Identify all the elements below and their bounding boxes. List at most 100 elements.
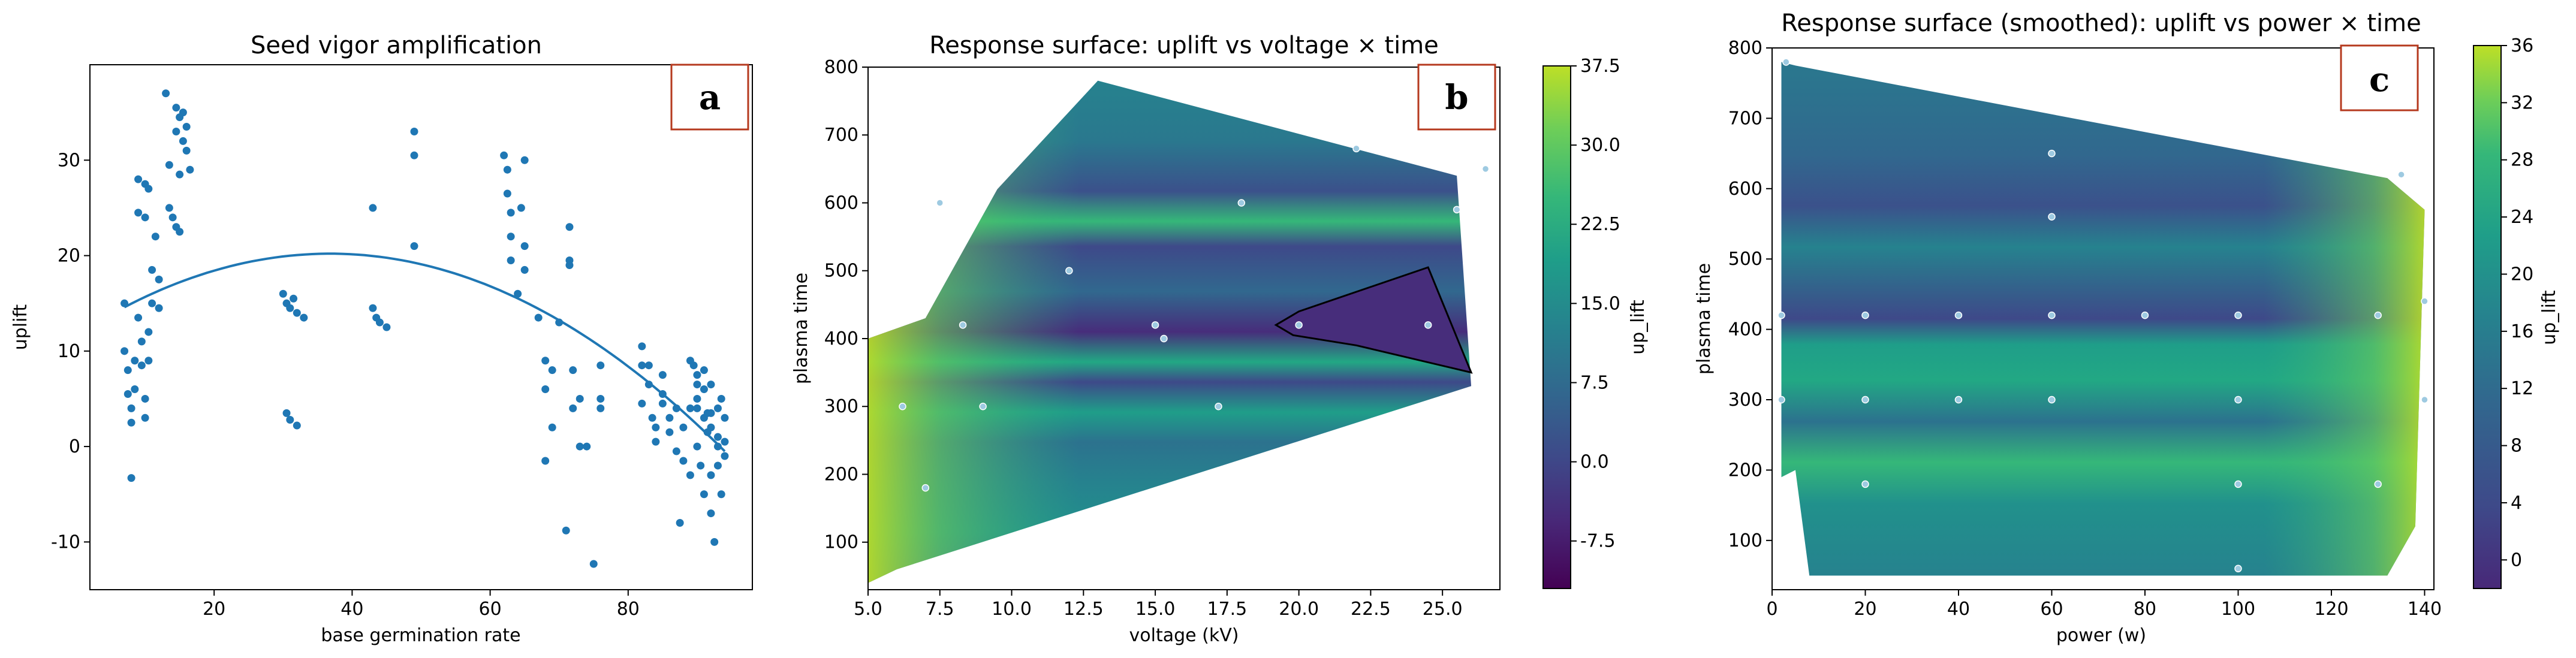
- panel-b-x-ticks: 5.0 7.5 10.0 12.5 15.0 17.5 20.0 22.5 25.0: [854, 590, 1463, 620]
- scatter-point: [534, 313, 543, 322]
- panel-c-x-tick-label: 120: [2314, 599, 2348, 620]
- scatter-point: [589, 560, 598, 568]
- sample-point: [1065, 267, 1073, 274]
- scatter-point: [652, 423, 660, 431]
- scatter-point: [665, 413, 674, 422]
- sample-point: [2048, 149, 2056, 158]
- panel-c-x-tick-label: 80: [2134, 599, 2156, 620]
- panel-c-colorbar-label: up_lift: [2539, 290, 2560, 345]
- scatter-point: [576, 442, 584, 451]
- scatter-point: [707, 471, 715, 479]
- panel-c-y-tick-label: 200: [1728, 460, 1762, 481]
- scatter-point: [520, 265, 529, 274]
- panel-b-y-tick-label: 500: [824, 261, 858, 282]
- scatter-point: [127, 418, 135, 427]
- scatter-point: [676, 519, 684, 527]
- panel-b-x-tick-label: 22.5: [1351, 599, 1391, 620]
- scatter-point: [148, 299, 156, 307]
- scatter-point: [151, 233, 159, 241]
- scatter-point: [721, 437, 729, 446]
- panel-b-sample-points: [899, 144, 1490, 492]
- scatter-point: [286, 415, 294, 424]
- sample-point: [1352, 144, 1360, 153]
- colorbar-tick-label: 15.0: [1580, 293, 1620, 314]
- panel-b-y-tick-label: 200: [824, 464, 858, 485]
- panel-a-y-tick-label: 30: [58, 150, 80, 171]
- scatter-point: [565, 261, 574, 269]
- scatter-point: [141, 394, 149, 403]
- scatter-point: [165, 204, 173, 212]
- scatter-point: [375, 318, 384, 327]
- scatter-point: [500, 151, 508, 159]
- panel-b-contour-region: [1274, 266, 1473, 374]
- scatter-point: [293, 421, 301, 430]
- panel-b-x-tick-label: 15.0: [1135, 599, 1176, 620]
- scatter-point: [293, 309, 301, 317]
- scatter-point: [665, 428, 674, 436]
- panel-c-y-tick-label: 700: [1728, 108, 1762, 129]
- scatter-point: [710, 538, 719, 546]
- scatter-point: [286, 304, 294, 312]
- panel-b-y-ticks: 100 200 300 400 500 600 700 800: [824, 57, 868, 553]
- scatter-point: [172, 127, 180, 135]
- scatter-point: [693, 371, 701, 379]
- panel-c-badge: c: [2369, 60, 2390, 99]
- scatter-point: [721, 413, 729, 422]
- scatter-point: [652, 437, 660, 446]
- panel-a-y-tick-label: 0: [69, 436, 80, 457]
- scatter-point: [134, 175, 143, 183]
- panel-c-x-tick-label: 60: [2040, 599, 2063, 620]
- scatter-point: [131, 357, 139, 365]
- scatter-point: [179, 108, 187, 117]
- scatter-point: [172, 104, 180, 112]
- scatter-point: [721, 452, 729, 460]
- sample-point: [1777, 311, 1785, 319]
- scatter-point: [658, 371, 667, 379]
- scatter-point: [638, 399, 646, 408]
- scatter-point: [179, 137, 187, 145]
- colorbar-tick-label: 12: [2511, 378, 2533, 399]
- scatter-point: [134, 209, 143, 217]
- colorbar-tick-label: 16: [2511, 321, 2533, 342]
- scatter-point: [410, 127, 418, 135]
- sample-point: [1861, 311, 1869, 319]
- panel-c-x-tick-label: 100: [2221, 599, 2255, 620]
- colorbar-tick-label: 32: [2511, 92, 2533, 113]
- scatter-point: [713, 433, 722, 441]
- scatter-point: [707, 423, 715, 431]
- sample-point: [979, 402, 987, 411]
- panel-b-y-tick-label: 700: [824, 125, 858, 146]
- scatter-point: [658, 399, 667, 408]
- panel-c-y-tick-label: 800: [1728, 38, 1762, 59]
- scatter-point: [689, 361, 698, 370]
- panel-a-xlabel: base germination rate: [321, 625, 520, 646]
- scatter-point: [565, 223, 574, 231]
- scatter-point: [144, 328, 153, 336]
- colorbar-tick-label: 37.5: [1580, 56, 1620, 77]
- panel-a-x-ticks: 20 40 60 80: [203, 590, 640, 620]
- panel-b-x-tick-label: 25.0: [1423, 599, 1463, 620]
- scatter-point: [141, 413, 149, 422]
- panel-c-ylabel: plasma time: [1694, 263, 1715, 375]
- panel-a-x-tick-label: 40: [341, 599, 363, 620]
- scatter-point: [127, 474, 135, 482]
- scatter-point: [127, 404, 135, 412]
- panel-b-x-tick-label: 10.0: [992, 599, 1032, 620]
- panel-c-x-tick-label: 20: [1854, 599, 1876, 620]
- scatter-point: [141, 213, 149, 222]
- panel-a-points: [120, 89, 729, 568]
- panel-b-colorbar-label: up_lift: [1628, 300, 1649, 355]
- scatter-point: [679, 457, 688, 465]
- sample-point: [1237, 199, 1246, 207]
- sample-point: [2141, 311, 2149, 319]
- scatter-point: [517, 204, 525, 212]
- sample-point: [1861, 480, 1869, 488]
- colorbar-tick-label: 8: [2511, 436, 2522, 457]
- scatter-point: [697, 461, 705, 470]
- scatter-point: [514, 289, 522, 298]
- panel-c-x-tick-label: 40: [1947, 599, 1970, 620]
- sample-point: [936, 199, 944, 207]
- colorbar-tick-label: 36: [2511, 35, 2533, 56]
- scatter-point: [410, 151, 418, 159]
- scatter-point: [548, 423, 556, 431]
